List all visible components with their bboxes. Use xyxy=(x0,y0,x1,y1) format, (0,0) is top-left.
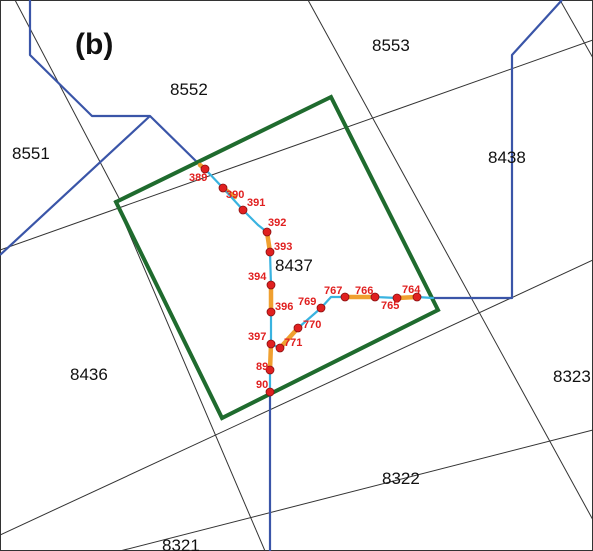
tile-label-8436: 8436 xyxy=(70,365,108,384)
tile-label-8551: 8551 xyxy=(12,144,50,163)
node-764[interactable] xyxy=(412,292,422,302)
grid-line xyxy=(14,0,121,201)
grid-line xyxy=(119,429,593,551)
node-label-389: 389 xyxy=(189,172,207,184)
tile-label-8321: 8321 xyxy=(162,536,200,551)
grid-line xyxy=(0,39,593,251)
node-393[interactable] xyxy=(265,247,275,257)
node-767[interactable] xyxy=(340,292,350,302)
node-label-90: 90 xyxy=(256,379,268,391)
node-label-771: 771 xyxy=(284,337,302,349)
node-769[interactable] xyxy=(316,303,326,313)
node-396[interactable] xyxy=(266,307,276,317)
segment xyxy=(277,325,301,351)
boundary-lines xyxy=(0,0,563,551)
tile-labels: 8553 8552 8551 8438 8437 8436 8323 8322 … xyxy=(12,36,591,551)
segment xyxy=(268,250,273,287)
boundary-line-east xyxy=(433,0,563,300)
tile-label-8437: 8437 xyxy=(275,256,313,275)
focus-tile-8437 xyxy=(113,94,441,421)
node-label-766: 766 xyxy=(355,285,373,297)
node-90[interactable] xyxy=(265,387,275,397)
boundary-line-north-west xyxy=(28,0,201,166)
node-label-765: 765 xyxy=(381,300,399,312)
tile-label-8322: 8322 xyxy=(382,469,420,488)
node-label-769: 769 xyxy=(298,296,316,308)
node-label-767: 767 xyxy=(324,285,342,297)
node-89[interactable] xyxy=(265,365,275,375)
boundary-line-west xyxy=(0,115,151,256)
node-770[interactable] xyxy=(293,323,303,333)
grid-line xyxy=(114,199,266,551)
node-389[interactable] xyxy=(200,164,210,174)
node-label-393: 393 xyxy=(274,241,292,253)
node-765[interactable] xyxy=(392,293,402,303)
grid-line xyxy=(0,259,593,536)
nodes xyxy=(200,164,422,397)
node-label-394: 394 xyxy=(248,271,267,283)
panel-label: (b) xyxy=(75,28,113,61)
node-392[interactable] xyxy=(262,227,272,237)
node-771[interactable] xyxy=(275,343,285,353)
tile-label-8323: 8323 xyxy=(553,367,591,386)
node-label-397: 397 xyxy=(248,331,266,343)
node-390[interactable] xyxy=(218,183,228,193)
node-label-392: 392 xyxy=(268,217,286,229)
segment-path-east xyxy=(296,295,347,330)
node-391[interactable] xyxy=(238,205,248,215)
node-label-391: 391 xyxy=(247,197,265,209)
node-394[interactable] xyxy=(266,280,276,290)
grid-line xyxy=(307,0,593,521)
node-labels: 389 390 391 392 393 394 396 397 771 770 … xyxy=(189,172,421,391)
grid-line xyxy=(559,0,593,59)
node-label-396: 396 xyxy=(275,301,293,313)
tile-label-8552: 8552 xyxy=(170,80,208,99)
node-label-390: 390 xyxy=(226,189,244,201)
node-label-89: 89 xyxy=(256,361,268,373)
node-label-764: 764 xyxy=(402,284,421,296)
tile-label-8438: 8438 xyxy=(488,148,526,167)
node-397[interactable] xyxy=(266,339,276,349)
tile-label-8553: 8553 xyxy=(372,36,410,55)
node-label-770: 770 xyxy=(303,319,321,331)
node-766[interactable] xyxy=(370,292,380,302)
